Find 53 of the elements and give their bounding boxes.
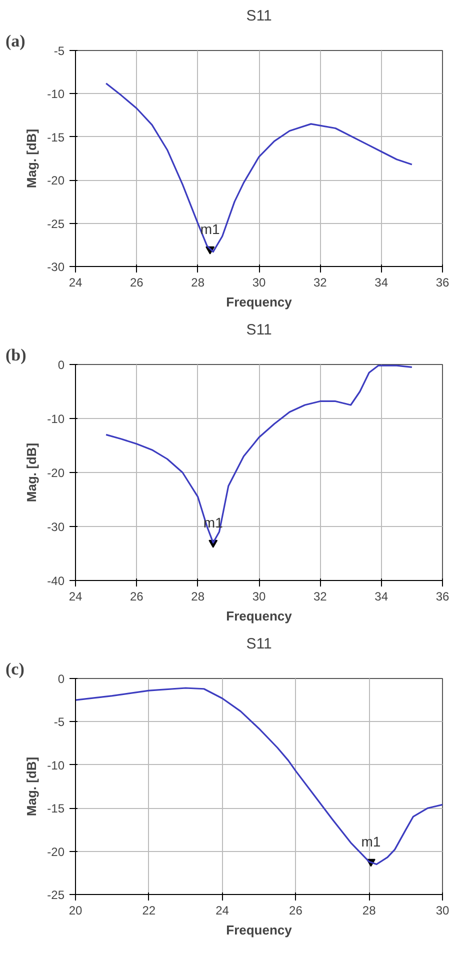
y-tick-label: -25 <box>47 216 65 231</box>
y-tick-label: -20 <box>47 844 65 859</box>
y-tick-label: -25 <box>47 888 65 902</box>
y-tick-label: -15 <box>47 130 65 144</box>
x-tick-label: 20 <box>68 904 82 918</box>
y-tick-label: -20 <box>47 466 65 480</box>
x-tick-label: 34 <box>374 276 388 290</box>
y-tick-label: -20 <box>47 174 65 188</box>
chart-title: S11 <box>246 8 272 24</box>
x-tick-label: 30 <box>436 904 450 918</box>
x-tick-label: 28 <box>191 276 205 290</box>
chart-title: S11 <box>246 322 272 338</box>
line-series <box>105 82 413 253</box>
x-tick-label: 30 <box>252 590 266 604</box>
y-tick-label: 0 <box>58 672 65 686</box>
text: (a) <box>6 32 26 50</box>
x-tick-label: 26 <box>130 276 144 290</box>
y-tick-label: -40 <box>47 574 65 588</box>
x-tick-label: 24 <box>216 904 230 918</box>
x-tick-label: 24 <box>68 276 82 290</box>
x-axis-title: Frequency <box>226 608 293 624</box>
y-tick-label: -15 <box>47 802 65 816</box>
y-tick-label: -10 <box>47 87 65 102</box>
y-tick-label: -10 <box>47 758 65 772</box>
text: (b) <box>6 346 26 364</box>
x-tick-label: 26 <box>289 904 303 918</box>
x-tick-label: 36 <box>436 276 450 290</box>
annotation: m1 <box>361 834 381 850</box>
line-series <box>76 687 442 866</box>
y-tick-label: -30 <box>47 520 65 534</box>
x-axis-title: Frequency <box>226 294 293 310</box>
x-tick-label: 28 <box>191 590 205 604</box>
x-tick-label: 32 <box>313 276 328 290</box>
x-tick-label: 36 <box>436 590 450 604</box>
x-tick-label: 24 <box>68 590 82 604</box>
x-tick-label: 30 <box>252 276 266 290</box>
y-axis-title: Mag. [dB] <box>24 756 40 816</box>
text: (c) <box>6 660 24 678</box>
x-axis-title: Frequency <box>226 922 293 938</box>
y-axis-title: Mag. [dB] <box>24 442 40 502</box>
annotation: m1 <box>200 221 220 238</box>
y-axis-title: Mag. [dB] <box>24 128 40 188</box>
y-tick-label: -5 <box>54 44 65 58</box>
x-tick-label: 34 <box>374 590 388 604</box>
y-tick-label: -30 <box>47 260 65 274</box>
x-tick-label: 26 <box>130 590 144 604</box>
x-tick-label: 32 <box>313 590 328 604</box>
chart-title: S11 <box>246 636 272 652</box>
x-tick-label: 28 <box>362 904 376 918</box>
x-tick-label: 22 <box>142 904 156 918</box>
y-tick-label: -5 <box>54 715 65 730</box>
y-tick-label: -10 <box>47 412 65 426</box>
y-tick-label: 0 <box>58 358 65 372</box>
